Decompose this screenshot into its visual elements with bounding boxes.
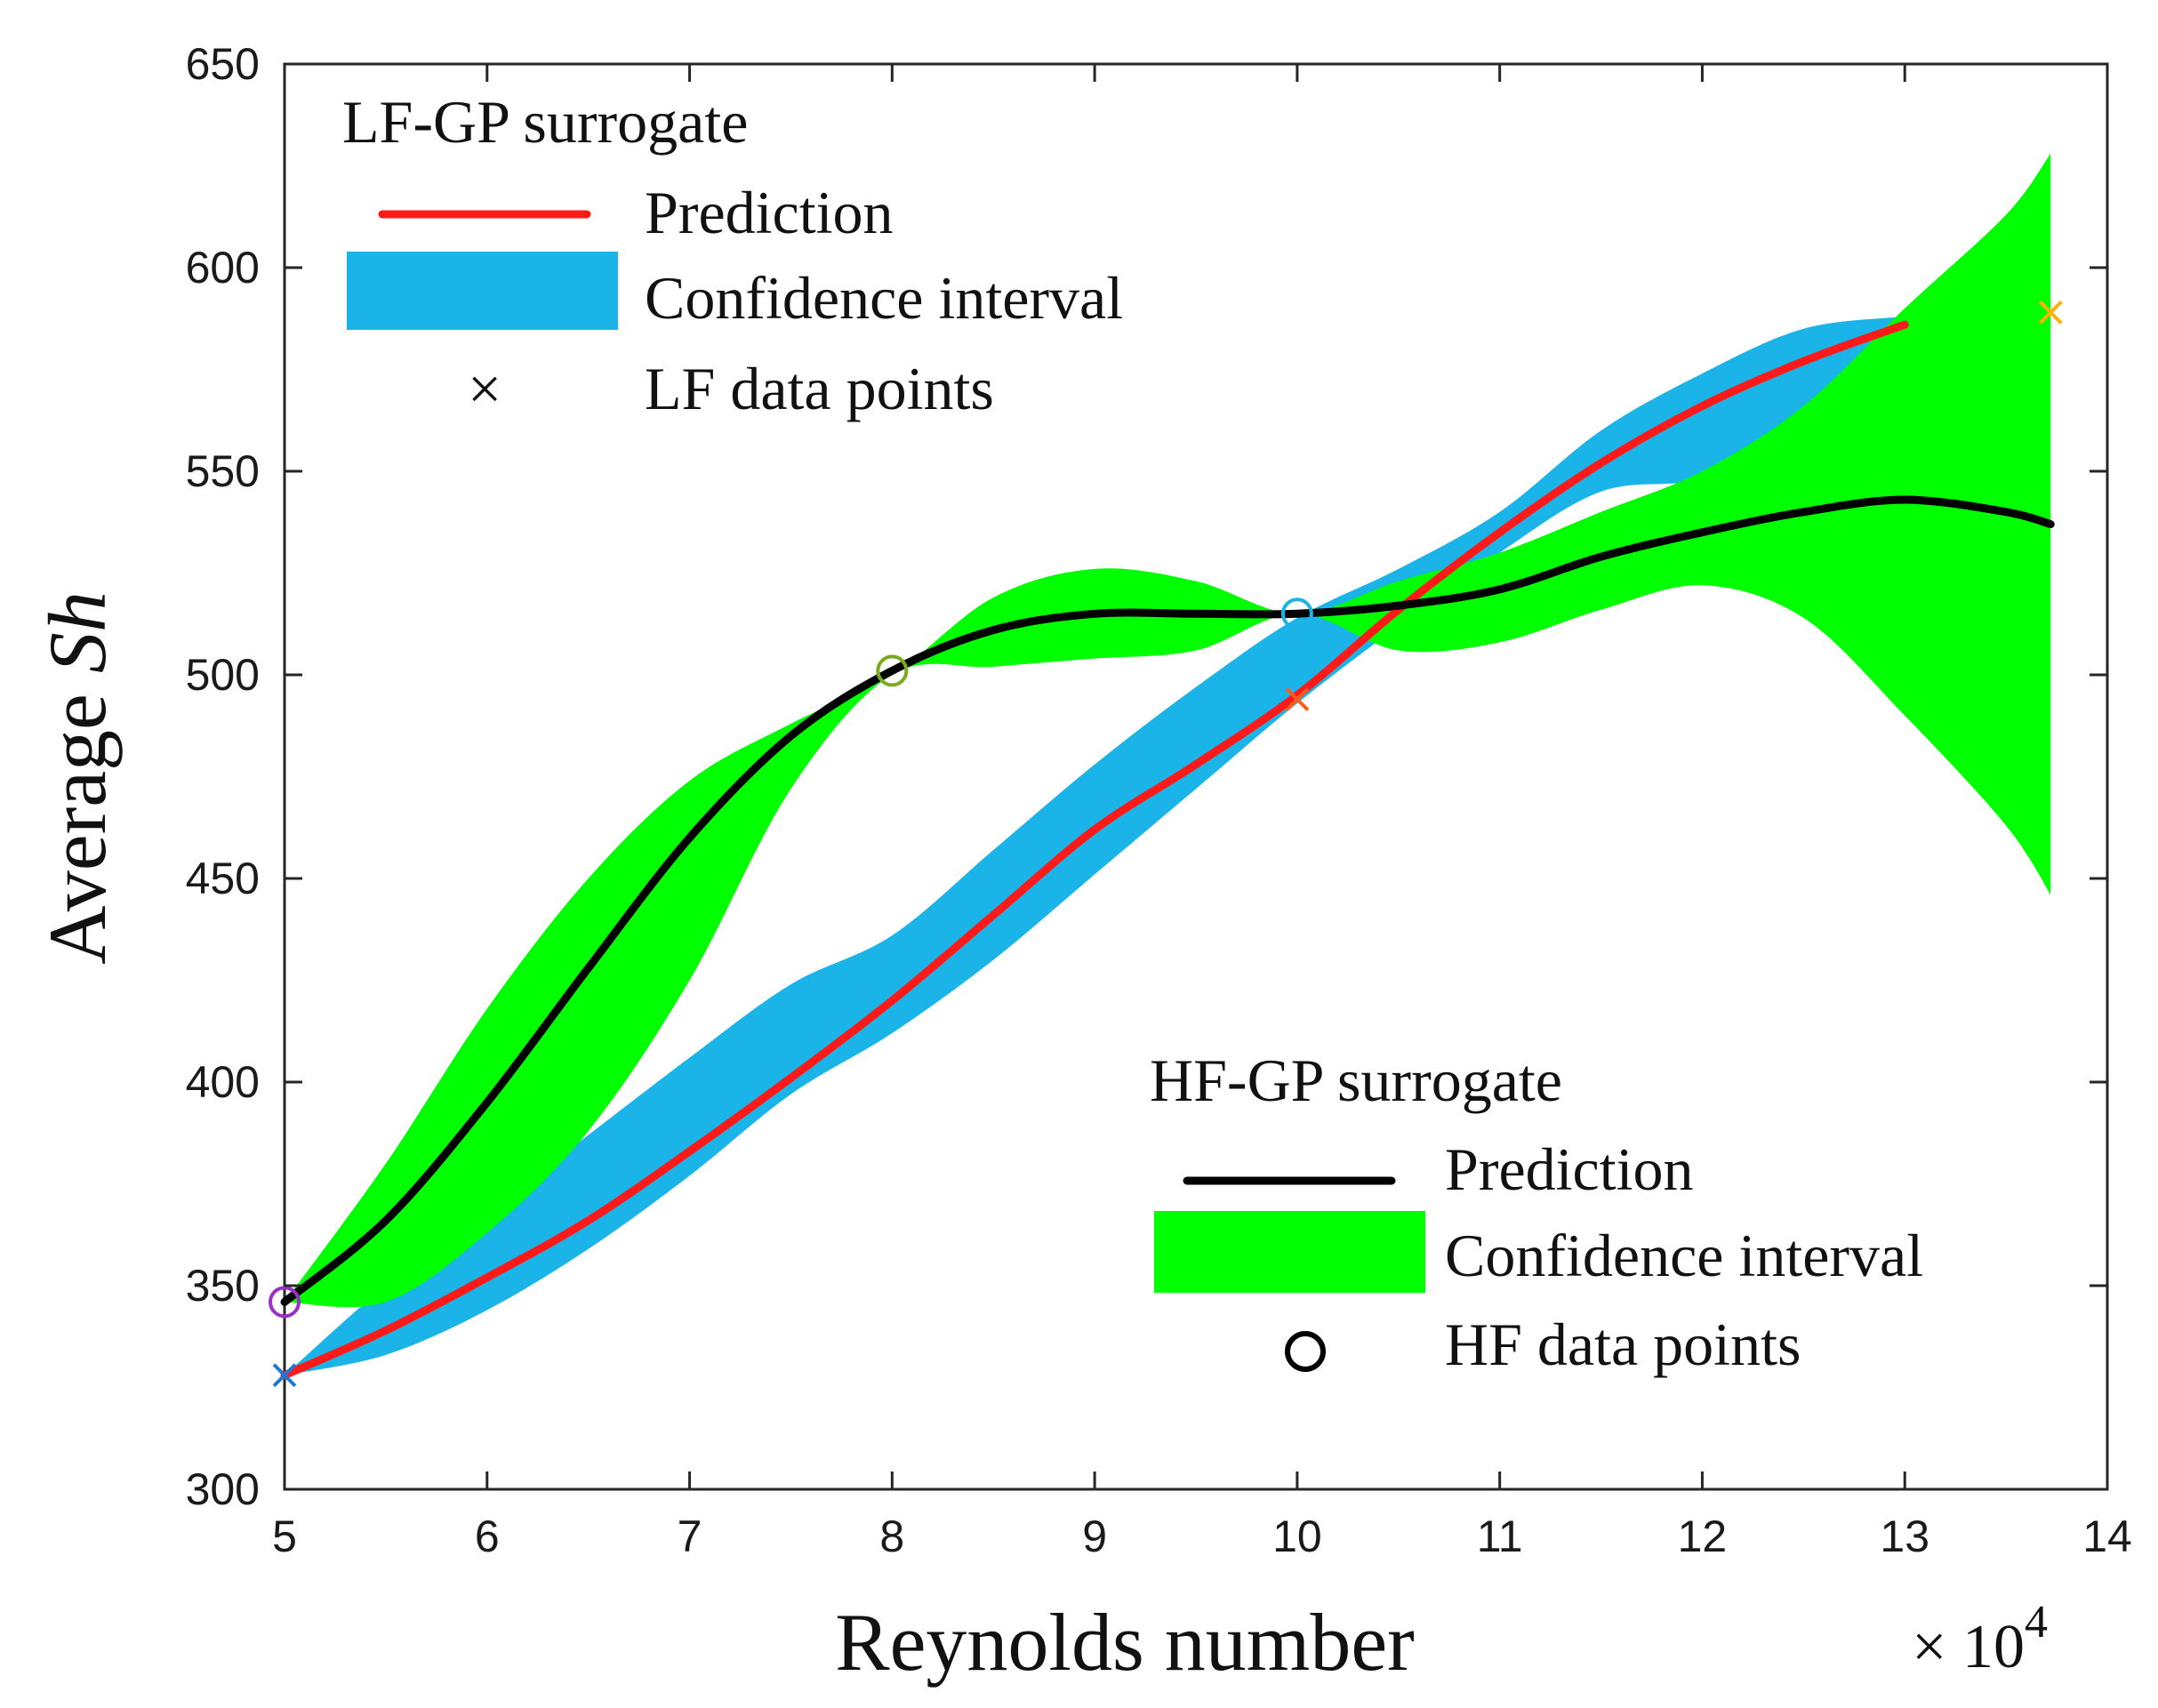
plot-area-frame	[283, 62, 2109, 1491]
y-tick-label: 500	[186, 650, 260, 700]
x-axis-label: Reynolds number	[835, 1597, 1415, 1688]
y-tick-label: 650	[186, 39, 260, 89]
x-tick-label: 13	[1880, 1512, 1929, 1561]
legend-lf-points-label: LF data points	[645, 355, 994, 422]
tick-layer: 5 6 7 8 9 10 11 12 13 14 300 350 400 450 500 550 600 650	[186, 39, 2132, 1561]
y-axis-label: Average Sh	[32, 591, 123, 965]
hf-data-point	[876, 654, 909, 687]
x-tick-label: 8	[879, 1512, 904, 1561]
x-axis-multiplier-exponent: 4	[2025, 1597, 2048, 1648]
y-tick-label: 550	[186, 446, 260, 496]
x-axis-multiplier: × 104	[1912, 1597, 2048, 1681]
legend-hf-confidence-label: Confidence interval	[1445, 1222, 1923, 1289]
x-tick-label: 6	[475, 1512, 500, 1561]
legend-lf-prediction-label: Prediction	[645, 179, 894, 246]
lf-data-point	[1285, 687, 1310, 711]
lf-data-point-stroke-b	[272, 1363, 297, 1388]
lf-data-point	[2038, 300, 2063, 325]
hf-data-point	[269, 1286, 301, 1319]
lf-gp-prediction-line	[280, 320, 1909, 1380]
legend-hf-points-label: HF data points	[1445, 1311, 1801, 1378]
lf-data-point-stroke-b	[1285, 687, 1310, 711]
y-tick-label: 350	[186, 1261, 260, 1311]
legend-lf-points-symbol: ×	[468, 355, 501, 422]
lf-data-point-stroke-b	[2038, 300, 2063, 325]
lf-data-point	[272, 1363, 297, 1388]
x-tick-label: 7	[678, 1512, 702, 1561]
y-tick-label: 400	[186, 1057, 260, 1107]
hf-gp-prediction-line	[280, 495, 2055, 1306]
y-tick-label: 450	[186, 854, 260, 903]
x-tick-label: 9	[1082, 1512, 1107, 1561]
y-tick-label: 300	[186, 1464, 260, 1514]
x-tick-label: 11	[1477, 1512, 1523, 1561]
lf-gp-confidence-interval-band	[285, 316, 1905, 1375]
legend-hf-points-symbol	[1285, 1331, 1326, 1372]
legend-hf: HF-GP surrogate Prediction Confidence in…	[1150, 1046, 1923, 1378]
legend-lf-confidence-label: Confidence interval	[645, 264, 1123, 332]
data-layer	[269, 153, 2063, 1388]
y-axis-label-prefix: Average	[32, 673, 123, 965]
x-tick-label: 12	[1678, 1512, 1728, 1561]
legend-lf-confidence-swatch	[347, 252, 618, 330]
hf-data-point	[1280, 597, 1313, 630]
legend-lf: LF-GP surrogate Prediction Confidence in…	[342, 88, 1123, 422]
legend-hf-title: HF-GP surrogate	[1150, 1046, 1562, 1114]
x-axis-multiplier-base: × 10	[1912, 1613, 2025, 1681]
y-tick-label: 600	[186, 243, 260, 293]
y-axis-label-variable: Sh	[32, 591, 123, 673]
legend-hf-prediction-label: Prediction	[1445, 1135, 1694, 1203]
x-tick-label: 10	[1272, 1512, 1322, 1561]
x-tick-label: 14	[2082, 1512, 2132, 1561]
legend-lf-title: LF-GP surrogate	[342, 88, 748, 156]
legend-hf-confidence-swatch	[1154, 1211, 1425, 1293]
hf-gp-confidence-interval-band	[285, 153, 2051, 1308]
x-tick-label: 5	[272, 1512, 297, 1561]
